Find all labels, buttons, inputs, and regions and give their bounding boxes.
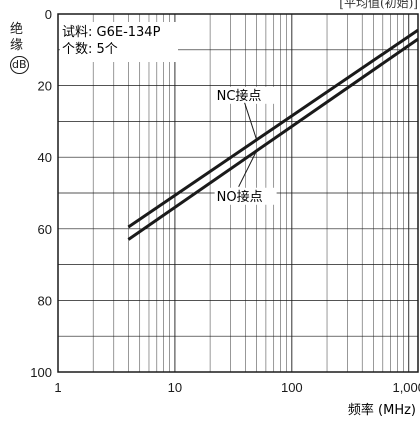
series-line-1 — [127, 28, 419, 229]
y-axis-label-char-2: 缘 — [10, 38, 24, 53]
series-line-2 — [127, 37, 419, 241]
annotation-2: NO接点 — [214, 150, 277, 205]
x-tick-label-1: 1 — [54, 380, 61, 395]
y-tick-label-40: 40 — [38, 150, 52, 165]
annotation-bg-1 — [214, 86, 277, 104]
plot-frame — [57, 13, 419, 373]
y-tick-label-80: 80 — [38, 293, 52, 308]
x-tick-label-100: 100 — [281, 380, 303, 395]
annotation-label-1: NC接点 — [217, 88, 262, 104]
sample-count-text: 个数: 5个 — [62, 42, 118, 57]
annotation-1: NC接点 — [214, 86, 277, 140]
y-tick-label-60: 60 — [38, 222, 52, 237]
x-tick-label-10: 10 — [168, 380, 182, 395]
y-tick-label-0: 0 — [45, 7, 52, 22]
x-tick-label-1000: 1,000 — [392, 380, 420, 395]
annotations: NC接点 NO接点 — [214, 86, 277, 205]
annotation-leader-2 — [238, 150, 258, 187]
series-layer — [127, 28, 419, 241]
x-axis-label: 频率 (MHz) — [348, 402, 416, 418]
annotation-bg-2 — [214, 187, 277, 205]
sample-info-box: 试料: G6E-134P 个数: 5个 — [60, 22, 178, 62]
info-box-background — [60, 22, 178, 62]
sample-name-text: 试料: G6E-134P — [62, 25, 161, 40]
corner-note: [平均值(初始)] — [339, 0, 418, 10]
annotation-label-2: NO接点 — [217, 189, 263, 205]
y-tick-label-100: 100 — [30, 365, 52, 380]
annotation-leader-1 — [244, 102, 258, 140]
y-axis-label-char-1: 绝 — [10, 22, 24, 37]
y-axis-label-unit: dB — [10, 56, 29, 74]
y-tick-label-20: 20 — [38, 79, 52, 94]
